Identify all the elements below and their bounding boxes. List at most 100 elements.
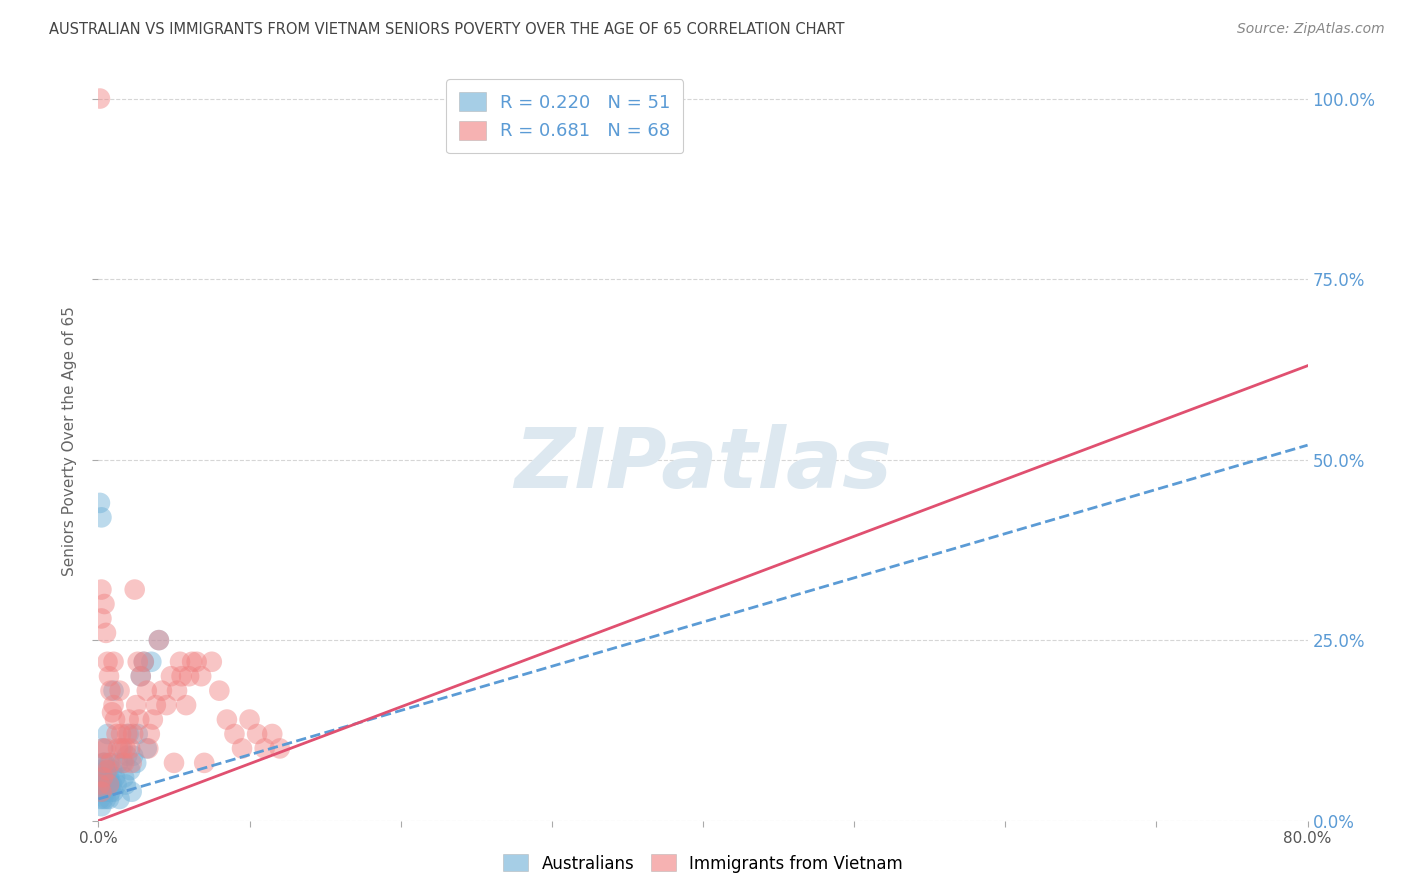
Point: [91, 778, 114, 792]
Point: [91, 792, 114, 806]
Point: [246, 727, 269, 741]
Point: [107, 741, 129, 756]
Point: [101, 778, 124, 792]
Point: [90, 510, 112, 524]
Point: [122, 727, 145, 741]
Point: [89, 91, 111, 105]
Point: [181, 655, 204, 669]
Text: AUSTRALIAN VS IMMIGRANTS FROM VIETNAM SENIORS POVERTY OVER THE AGE OF 65 CORRELA: AUSTRALIAN VS IMMIGRANTS FROM VIETNAM SE…: [49, 22, 845, 37]
Legend: Australians, Immigrants from Vietnam: Australians, Immigrants from Vietnam: [496, 847, 910, 880]
Point: [118, 727, 141, 741]
Point: [105, 727, 128, 741]
Point: [118, 713, 141, 727]
Point: [100, 683, 122, 698]
Text: ZIPatlas: ZIPatlas: [515, 424, 891, 505]
Point: [91, 770, 114, 784]
Point: [231, 741, 253, 756]
Point: [163, 756, 186, 770]
Point: [135, 741, 157, 756]
Point: [262, 727, 284, 741]
Point: [112, 756, 135, 770]
Point: [139, 727, 162, 741]
Point: [103, 655, 125, 669]
Point: [103, 698, 125, 712]
Point: [170, 669, 193, 683]
Point: [155, 698, 177, 712]
Point: [96, 770, 118, 784]
Point: [127, 727, 149, 741]
Point: [91, 741, 114, 756]
Point: [91, 756, 114, 770]
Point: [103, 785, 125, 799]
Point: [93, 778, 115, 792]
Point: [98, 770, 121, 784]
Point: [224, 727, 246, 741]
Point: [269, 741, 291, 756]
Point: [105, 778, 128, 792]
Point: [145, 698, 167, 712]
Y-axis label: Seniors Poverty Over the Age of 65: Seniors Poverty Over the Age of 65: [62, 307, 77, 576]
Point: [96, 763, 118, 777]
Text: Source: ZipAtlas.com: Source: ZipAtlas.com: [1237, 22, 1385, 37]
Point: [136, 741, 159, 756]
Point: [150, 683, 173, 698]
Point: [160, 669, 183, 683]
Point: [93, 756, 115, 770]
Point: [129, 669, 152, 683]
Point: [89, 763, 111, 777]
Point: [120, 763, 142, 777]
Point: [125, 756, 148, 770]
Point: [186, 655, 208, 669]
Point: [148, 633, 170, 648]
Point: [98, 778, 121, 792]
Point: [93, 785, 115, 799]
Point: [108, 683, 131, 698]
Point: [103, 683, 125, 698]
Point: [135, 683, 157, 698]
Point: [101, 706, 124, 720]
Point: [94, 763, 117, 777]
Point: [90, 582, 112, 597]
Point: [100, 778, 122, 792]
Point: [179, 669, 201, 683]
Point: [96, 727, 118, 741]
Point: [115, 727, 138, 741]
Point: [93, 756, 115, 770]
Point: [93, 597, 115, 611]
Point: [111, 756, 134, 770]
Point: [142, 713, 165, 727]
Point: [110, 727, 132, 741]
Point: [120, 741, 142, 756]
Point: [104, 713, 127, 727]
Point: [104, 770, 127, 784]
Point: [90, 799, 112, 814]
Point: [94, 792, 117, 806]
Point: [98, 756, 121, 770]
Point: [96, 655, 118, 669]
Point: [89, 778, 111, 792]
Point: [121, 756, 143, 770]
Point: [94, 626, 117, 640]
Point: [100, 756, 122, 770]
Point: [111, 741, 134, 756]
Point: [122, 748, 145, 763]
Point: [110, 741, 132, 756]
Point: [132, 655, 155, 669]
Point: [215, 713, 238, 727]
Point: [90, 785, 112, 799]
Point: [115, 748, 138, 763]
Point: [98, 669, 121, 683]
Point: [129, 669, 152, 683]
Point: [166, 683, 188, 698]
Point: [148, 633, 170, 648]
Point: [107, 756, 129, 770]
Point: [94, 741, 117, 756]
Point: [89, 778, 111, 792]
Legend: R = 0.220   N = 51, R = 0.681   N = 68: R = 0.220 N = 51, R = 0.681 N = 68: [446, 79, 683, 153]
Point: [90, 770, 112, 784]
Point: [114, 741, 136, 756]
Point: [94, 785, 117, 799]
Point: [91, 741, 114, 756]
Point: [121, 785, 143, 799]
Point: [101, 763, 124, 777]
